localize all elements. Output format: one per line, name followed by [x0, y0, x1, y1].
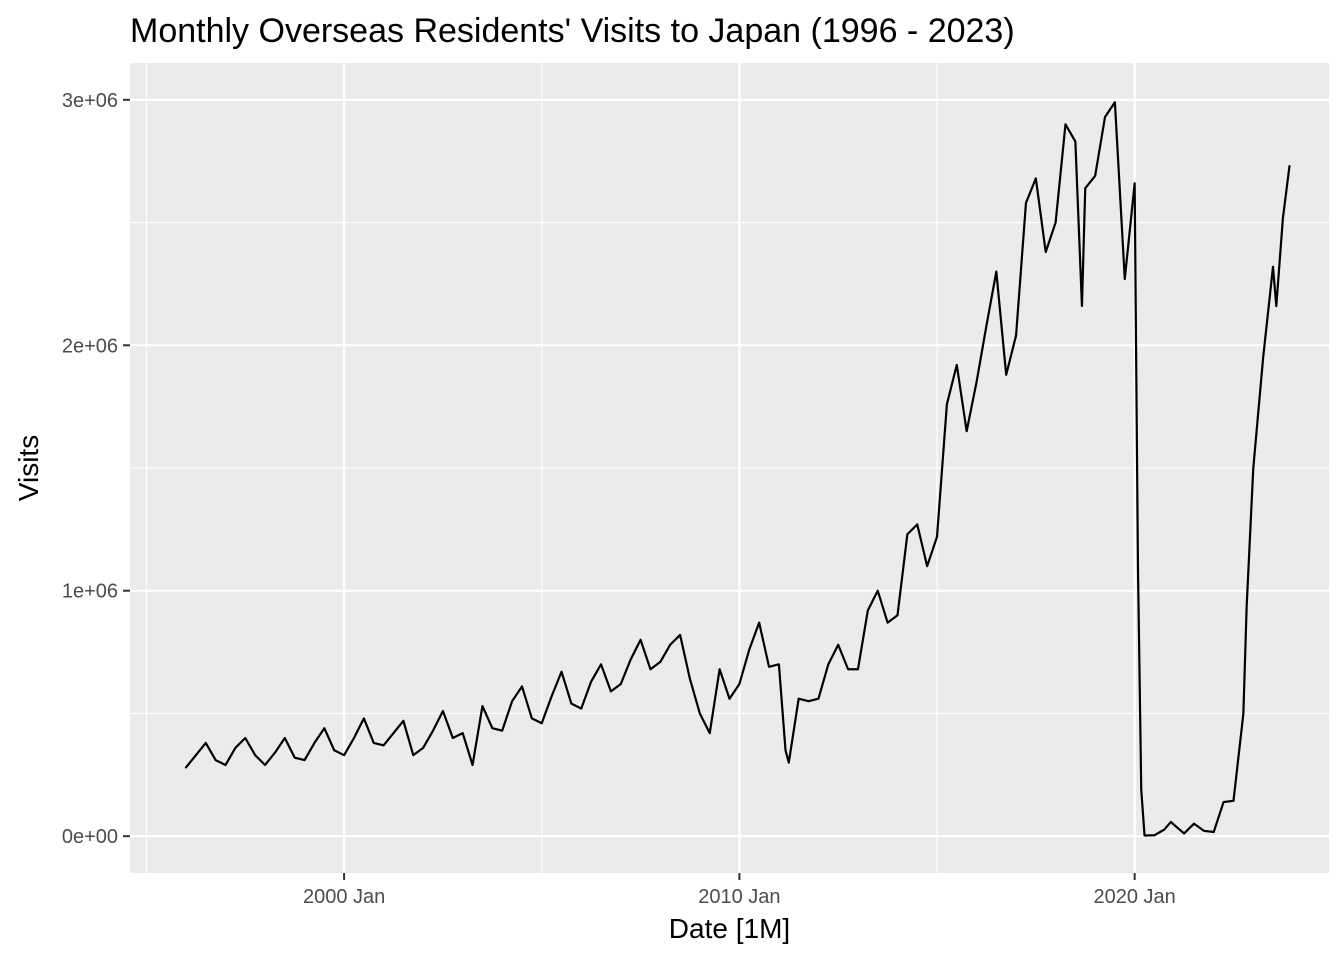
- minor-gridlines: [130, 63, 1329, 873]
- y-tick-label-1: 1e+06: [62, 581, 118, 603]
- series-layer: [184, 101, 1291, 837]
- y-axis-title: Visits: [13, 435, 44, 501]
- y-tick-label-0: 0e+00: [62, 826, 118, 848]
- x-tick-label-0: 2000 Jan: [303, 886, 385, 908]
- x-axis-title: Date [1M]: [669, 913, 790, 944]
- x-tick-label-1: 2010 Jan: [698, 886, 780, 908]
- tick-labels: 2000 Jan 2010 Jan 2020 Jan 0e+00 1e+06 2e+06 3…: [62, 90, 1176, 908]
- chart-title: Monthly Overseas Residents' Visits to Ja…: [130, 12, 1015, 50]
- series-line-0: [184, 101, 1291, 837]
- major-gridlines: [130, 63, 1329, 873]
- x-tick-label-2: 2020 Jan: [1094, 886, 1176, 908]
- y-tick-label-3: 3e+06: [62, 90, 118, 112]
- y-tick-label-2: 2e+06: [62, 335, 118, 357]
- axis-ticks: [123, 98, 1136, 880]
